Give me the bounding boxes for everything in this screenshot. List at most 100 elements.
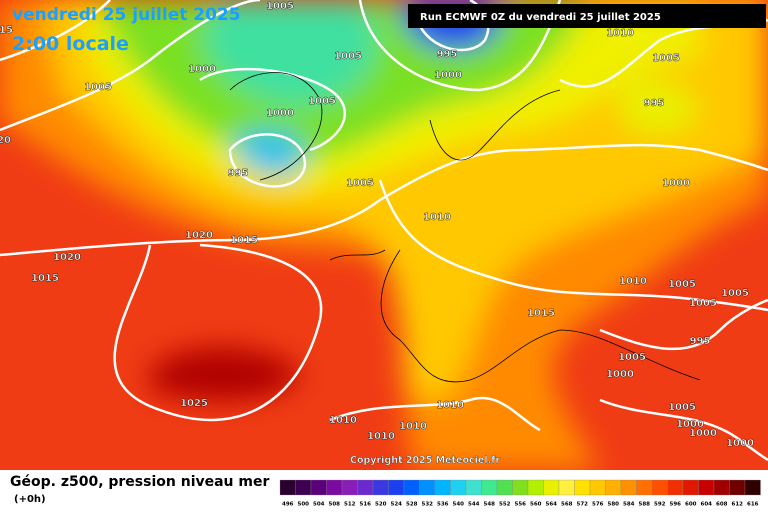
isobar-label: 1010	[619, 276, 647, 287]
scale-swatch	[388, 479, 405, 496]
isobar-label: 1000	[726, 438, 754, 449]
color-scale: 496 500 504 508 512 516 520 524 528 532 536 540 544 5…	[279, 479, 761, 508]
isobar-label: 1005	[668, 279, 696, 290]
isobar-label: 1010	[436, 400, 464, 411]
isobar-label: 1000	[676, 419, 704, 430]
isobar-label: 1015	[0, 25, 13, 36]
isobar-labels: 1005 995 1000 1010 1005 1000 1005 1005 1000 1005 9…	[0, 1, 754, 449]
scale-swatch	[341, 479, 358, 496]
isobar-label: 1010	[399, 421, 427, 432]
scale-label: 564	[546, 502, 558, 508]
scale-label: 524	[391, 502, 403, 508]
isobar-label: 1000	[188, 64, 216, 75]
scale-swatch	[326, 479, 343, 496]
isobar-label: 1010	[423, 212, 451, 223]
scale-swatch	[372, 479, 389, 496]
run-info: Run ECMWF 0Z du vendredi 25 juillet 2025	[420, 12, 661, 23]
scale-swatch	[419, 479, 436, 496]
isobar-label: 1015	[31, 273, 59, 284]
scale-label: 552	[499, 502, 511, 508]
isobar-label: 1025	[180, 398, 208, 409]
scale-label: 500	[298, 502, 310, 508]
scale-swatch	[605, 479, 622, 496]
scale-swatch	[620, 479, 637, 496]
isobar-label: 1015	[230, 235, 258, 246]
scale-swatch	[295, 479, 312, 496]
scale-label: 612	[732, 502, 744, 508]
date: vendredi 25 juillet 2025	[12, 5, 241, 25]
scale-label: 576	[592, 502, 604, 508]
local-time: 2:00 locale	[12, 33, 129, 55]
isobar-label: 1000	[689, 428, 717, 439]
scale-label: 580	[608, 502, 620, 508]
copyright: Copyright 2025 Meteociel.fr	[350, 455, 500, 466]
scale-label: 520	[375, 502, 387, 508]
isobar-label: 1005	[84, 82, 112, 93]
isobar-label: 1000	[606, 369, 634, 380]
scale-swatch	[512, 479, 529, 496]
scale-label: 508	[329, 502, 341, 508]
isobar-label: 1010	[367, 431, 395, 442]
scale-swatch	[543, 479, 560, 496]
scale-swatch	[279, 479, 296, 496]
isobar-label: 1020	[53, 252, 81, 263]
isobar-label: 995	[690, 336, 711, 347]
isobar-label: 1010	[606, 28, 634, 39]
isobar-label: 1005	[618, 352, 646, 363]
scale-label: 608	[716, 502, 728, 508]
scale-swatch	[481, 479, 498, 496]
isobar-label: 1005	[266, 1, 294, 12]
isobar-label: 1005	[308, 96, 336, 107]
scale-label: 600	[685, 502, 697, 508]
isobars	[0, 0, 768, 462]
isobar-label: 1005	[689, 298, 717, 309]
run-banner	[408, 4, 766, 28]
scale-label: 548	[484, 502, 496, 508]
scale-label: 584	[623, 502, 635, 508]
scale-label: 616	[747, 502, 759, 508]
isobar-label: 1020	[185, 230, 213, 241]
scale-swatch	[357, 479, 374, 496]
isobar-label: 1005	[334, 51, 362, 62]
isobar-label: 1005	[652, 53, 680, 64]
scale-swatch	[698, 479, 715, 496]
isobar-label: 1005	[668, 402, 696, 413]
scale-label: 540	[453, 502, 465, 508]
scale-swatch	[651, 479, 668, 496]
scale-swatch	[667, 479, 684, 496]
coastlines	[229, 72, 701, 383]
scale-swatch	[527, 479, 544, 496]
scale-swatch	[310, 479, 327, 496]
scale-label: 528	[406, 502, 418, 508]
scale-label: 532	[422, 502, 434, 508]
scale-swatch	[636, 479, 653, 496]
isobar-label: 1005	[721, 288, 749, 299]
scale-label: 604	[701, 502, 713, 508]
isobar-label: 995	[644, 98, 665, 109]
isobar-label: 995	[228, 168, 249, 179]
scale-label: 572	[577, 502, 589, 508]
forecast-step: (+0h)	[14, 494, 46, 505]
scale-swatch	[558, 479, 575, 496]
scale-swatch	[713, 479, 730, 496]
scale-swatch	[574, 479, 591, 496]
isobar-label: 1000	[662, 178, 690, 189]
scale-label: 512	[344, 502, 356, 508]
map-field	[0, 0, 768, 470]
scale-label: 560	[530, 502, 542, 508]
scale-label: 516	[360, 502, 372, 508]
scale-label: 592	[654, 502, 666, 508]
scale-label: 504	[313, 502, 325, 508]
scale-swatch	[744, 479, 761, 496]
scale-label: 568	[561, 502, 573, 508]
isobar-label: 1000	[266, 108, 294, 119]
scale-swatch	[729, 479, 746, 496]
scale-swatch	[496, 479, 513, 496]
scale-label: 596	[670, 502, 682, 508]
isobar-label: 1010	[329, 415, 357, 426]
scale-label: 556	[515, 502, 527, 508]
scale-label: 588	[639, 502, 651, 508]
scale-swatch	[589, 479, 606, 496]
scale-label: 496	[282, 502, 294, 508]
